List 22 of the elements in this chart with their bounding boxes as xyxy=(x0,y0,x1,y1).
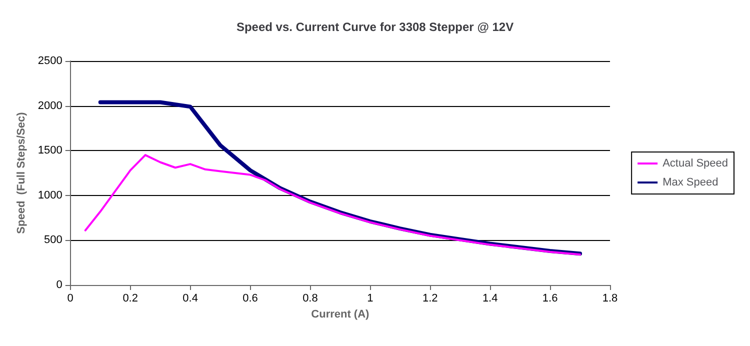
x-tick-label: 0.8 xyxy=(302,292,318,304)
legend-label: Actual Speed xyxy=(662,158,728,170)
y-tick-label: 0 xyxy=(56,279,62,291)
x-tick-label: 1 xyxy=(367,292,374,304)
y-axis-title: Speed (Full Steps/Sec) xyxy=(16,112,28,234)
y-tick-label: 2500 xyxy=(38,55,62,67)
x-tick-label: 1.2 xyxy=(422,292,438,304)
x-tick-label: 1.8 xyxy=(602,292,618,304)
line-series xyxy=(84,154,582,256)
x-tick-label: 0.4 xyxy=(182,292,198,304)
y-tick-label: 1000 xyxy=(38,189,62,202)
x-tick-label: 1.4 xyxy=(482,292,498,304)
legend-label: Max Speed xyxy=(662,176,718,188)
x-tick-label: 0 xyxy=(67,292,74,304)
chart-title: Speed vs. Current Curve for 3308 Stepper @ 12V xyxy=(236,20,514,34)
x-tick-label: 1.6 xyxy=(542,292,558,304)
x-tick-label: 0.6 xyxy=(242,292,258,304)
x-tick-label: 0.2 xyxy=(122,292,138,304)
x-axis-title: Current (A) xyxy=(311,308,370,320)
y-tick-label: 1500 xyxy=(38,144,62,157)
y-tick-label: 2000 xyxy=(38,100,62,112)
y-tick-label: 500 xyxy=(44,234,62,246)
